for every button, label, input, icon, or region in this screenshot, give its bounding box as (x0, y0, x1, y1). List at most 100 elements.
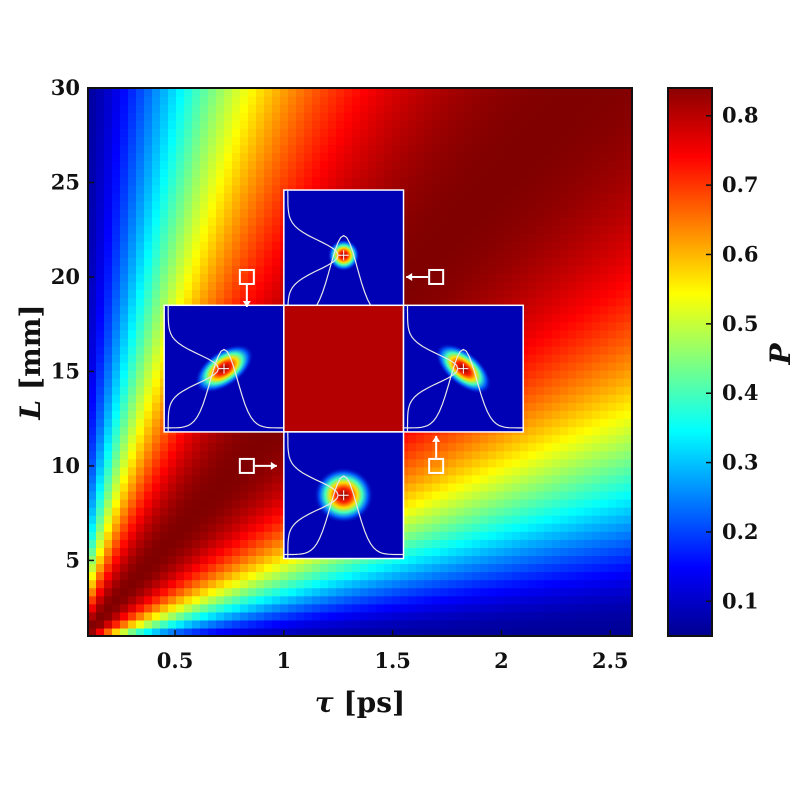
heatmap-cell (176, 104, 185, 113)
heatmap-cell (400, 176, 409, 186)
heatmap-cell (592, 112, 601, 121)
heatmap-cell (168, 619, 177, 629)
heatmap-cell (96, 499, 105, 508)
heatmap-cell (472, 184, 481, 194)
heatmap-cell (144, 547, 153, 557)
heatmap-cell (504, 136, 513, 146)
heatmap-cell (456, 249, 465, 258)
heatmap-cell (168, 603, 177, 613)
heatmap-cell (568, 297, 577, 307)
heatmap-cell (472, 539, 481, 548)
heatmap-cell (472, 249, 481, 258)
heatmap-cell (144, 96, 153, 105)
heatmap-cell (504, 297, 513, 307)
heatmap-cell (368, 88, 377, 97)
heatmap-cell (88, 410, 97, 420)
heatmap-cell (96, 619, 105, 629)
heatmap-cell (512, 216, 521, 226)
heatmap-cell (432, 136, 441, 146)
heatmap-cell (128, 168, 137, 178)
heatmap-cell (88, 434, 97, 444)
heatmap-cell (216, 225, 225, 234)
heatmap-cell (616, 120, 625, 129)
heatmap-cell (240, 88, 249, 97)
heatmap-cell (184, 297, 193, 307)
heatmap-cell (384, 160, 393, 170)
heatmap-cell (288, 168, 297, 178)
heatmap-cell (352, 571, 361, 581)
heatmap-cell (496, 442, 505, 452)
heatmap-cell (616, 265, 625, 274)
heatmap-cell (424, 144, 433, 154)
heatmap-cell (88, 490, 97, 500)
heatmap-cell (360, 96, 369, 105)
heatmap-cell (168, 96, 177, 105)
heatmap-cell (512, 257, 521, 266)
heatmap-cell (168, 233, 177, 242)
heatmap-cell (336, 96, 345, 105)
heatmap-cell (224, 144, 233, 154)
heatmap-cell (216, 627, 225, 636)
heatmap-cell (376, 88, 385, 97)
heatmap-cell (344, 571, 353, 581)
heatmap-cell (600, 410, 609, 420)
heatmap-cell (496, 192, 505, 202)
heatmap-cell (312, 104, 321, 113)
heatmap-cell (608, 152, 617, 162)
heatmap-cell (328, 96, 337, 105)
heatmap-cell (464, 136, 473, 146)
heatmap-cell (192, 627, 201, 636)
heatmap-cell (600, 136, 609, 146)
heatmap-cell (280, 160, 289, 170)
heatmap-cell (464, 104, 473, 113)
heatmap-cell (584, 200, 593, 210)
heatmap-cell (520, 160, 529, 170)
heatmap-cell (488, 619, 497, 629)
heatmap-cell (112, 523, 121, 532)
heatmap-cell (568, 579, 577, 589)
heatmap-cell (88, 547, 97, 557)
heatmap-cell (536, 281, 545, 291)
heatmap-cell (464, 297, 473, 307)
heatmap-cell (208, 168, 217, 178)
heatmap-cell (184, 208, 193, 218)
heatmap-cell (416, 200, 425, 210)
heatmap-cell (144, 539, 153, 548)
heatmap-cell (408, 571, 417, 581)
heatmap-cell (408, 241, 417, 250)
heatmap-cell (624, 297, 632, 307)
heatmap-cell (320, 160, 329, 170)
heatmap-cell (512, 200, 521, 210)
heatmap-cell (536, 458, 545, 468)
heatmap-cell (184, 531, 193, 540)
heatmap-cell (432, 160, 441, 170)
heatmap-cell (136, 120, 145, 129)
heatmap-cell (488, 120, 497, 129)
heatmap-cell (96, 515, 105, 524)
heatmap-cell (136, 611, 145, 621)
heatmap-cell (576, 313, 585, 323)
heatmap-cell (592, 611, 601, 621)
heatmap-cell (168, 627, 177, 636)
y-tick-label: 10 (51, 453, 80, 478)
heatmap-cell (144, 611, 153, 621)
heatmap-cell (256, 136, 265, 146)
heatmap-cell (488, 168, 497, 178)
heatmap-cell (272, 450, 281, 460)
heatmap-cell (256, 563, 265, 573)
heatmap-cell (456, 152, 465, 162)
heatmap-cell (408, 490, 417, 500)
heatmap-cell (200, 499, 209, 508)
heatmap-cell (120, 200, 129, 210)
inset-markers (238, 268, 445, 474)
heatmap-cell (288, 176, 297, 186)
heatmap-cell (88, 627, 97, 636)
heatmap-cell (544, 257, 553, 266)
heatmap-cell (256, 176, 265, 186)
heatmap-cell (416, 233, 425, 242)
heatmap-cell (544, 208, 553, 218)
heatmap-cell (120, 265, 129, 274)
heatmap-cell (272, 466, 281, 476)
heatmap-cell (608, 410, 617, 420)
heatmap-cell (512, 225, 521, 234)
